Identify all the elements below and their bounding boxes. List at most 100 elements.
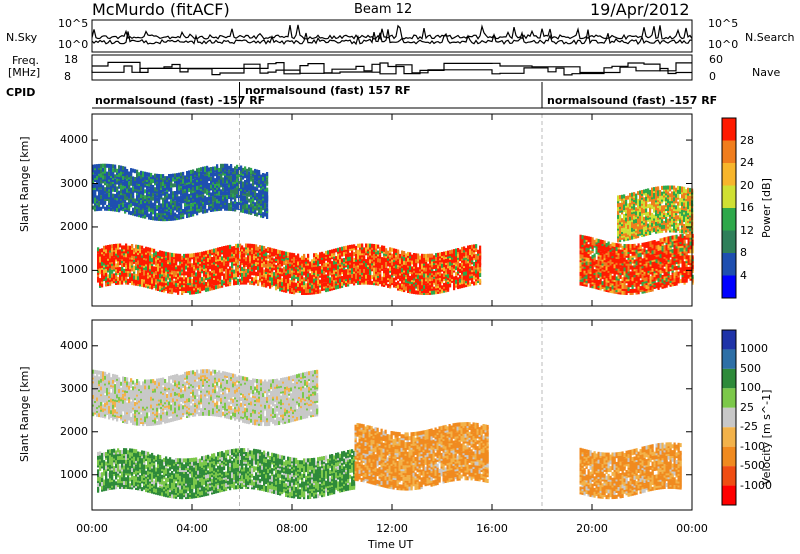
data-cell xyxy=(128,171,131,176)
data-cell xyxy=(265,248,268,253)
data-cell xyxy=(441,273,444,278)
data-cell xyxy=(226,200,229,205)
data-cell xyxy=(607,266,610,271)
data-cell xyxy=(107,266,110,271)
data-cell xyxy=(182,175,185,180)
data-cell xyxy=(293,290,296,295)
data-cell xyxy=(124,199,127,204)
data-cell xyxy=(117,243,120,248)
data-cell xyxy=(293,274,296,279)
data-cell xyxy=(411,266,414,271)
data-cell xyxy=(351,268,354,272)
data-cell xyxy=(140,170,143,175)
data-cell xyxy=(188,178,191,183)
data-cell xyxy=(245,268,248,273)
data-cell xyxy=(100,189,103,194)
data-cell xyxy=(204,195,207,200)
data-cell xyxy=(204,178,207,182)
data-cell xyxy=(167,264,170,268)
data-cell xyxy=(445,251,448,256)
data-cell xyxy=(307,253,310,258)
cpid-segment-3: normalsound (fast) -157 RF xyxy=(547,94,718,107)
data-cell xyxy=(123,245,126,250)
data-cell xyxy=(163,251,166,256)
data-cell xyxy=(287,263,290,268)
data-cell xyxy=(177,253,180,258)
data-cell xyxy=(174,191,177,195)
data-cell xyxy=(463,246,466,251)
data-cell xyxy=(135,244,138,249)
data-cell xyxy=(219,252,222,257)
data-cell xyxy=(399,283,402,288)
data-cell xyxy=(202,194,205,199)
data-cell xyxy=(435,253,438,258)
data-cell xyxy=(583,239,586,244)
data-cell xyxy=(281,268,284,273)
data-cell xyxy=(105,257,108,262)
data-cell xyxy=(144,171,147,176)
data-cell xyxy=(403,251,406,255)
data-cell xyxy=(105,249,108,254)
data-cell xyxy=(347,245,350,250)
data-cell xyxy=(154,173,157,178)
data-cell xyxy=(222,187,225,192)
data-cell xyxy=(166,203,169,208)
data-cell xyxy=(373,244,376,248)
data-cell xyxy=(124,195,127,200)
data-cell xyxy=(383,269,386,274)
data-cell xyxy=(111,265,114,270)
data-cell xyxy=(226,191,229,196)
data-cell xyxy=(361,243,364,248)
data-cell xyxy=(249,255,252,260)
data-cell xyxy=(202,174,205,179)
data-cell xyxy=(236,164,239,169)
data-cell xyxy=(403,260,406,265)
data-cell xyxy=(611,263,614,268)
data-cell xyxy=(457,285,460,290)
data-cell xyxy=(232,193,235,198)
data-cell xyxy=(405,261,408,266)
data-cell xyxy=(207,250,210,255)
data-cell xyxy=(327,254,330,259)
data-cell xyxy=(104,193,107,198)
data-cell xyxy=(232,177,235,182)
data-cell xyxy=(100,183,103,188)
data-cell xyxy=(211,249,214,254)
data-cell xyxy=(295,259,298,264)
data-cell xyxy=(453,282,456,287)
data-cell xyxy=(395,282,398,287)
data-cell xyxy=(99,252,102,257)
data-cell xyxy=(94,183,97,188)
data-cell xyxy=(371,243,374,248)
data-cell xyxy=(142,171,145,176)
data-cell xyxy=(591,258,594,263)
data-cell xyxy=(137,244,140,249)
nsky-trace-a xyxy=(91,24,693,41)
data-cell xyxy=(159,268,162,272)
data-cell xyxy=(281,278,284,283)
data-cell xyxy=(155,261,158,266)
data-cell xyxy=(218,191,221,196)
data-cell xyxy=(479,245,482,250)
data-cell xyxy=(117,251,120,256)
data-cell xyxy=(593,239,596,244)
data-cell xyxy=(232,207,235,212)
data-cell xyxy=(261,263,264,268)
data-cell xyxy=(168,174,171,178)
data-cell xyxy=(423,273,426,278)
data-cell xyxy=(144,203,147,207)
data-cell xyxy=(161,278,164,283)
data-cell xyxy=(265,264,268,269)
data-cell xyxy=(109,268,112,273)
data-cell xyxy=(115,243,118,248)
data-cell xyxy=(597,280,600,284)
data-cell xyxy=(258,170,261,174)
data-cell xyxy=(287,259,290,264)
data-cell xyxy=(605,258,608,263)
data-cell xyxy=(305,265,308,270)
data-cell xyxy=(196,168,199,173)
data-cell xyxy=(221,279,224,284)
data-cell xyxy=(605,262,608,267)
data-cell xyxy=(209,249,212,254)
data-cell xyxy=(133,265,136,270)
